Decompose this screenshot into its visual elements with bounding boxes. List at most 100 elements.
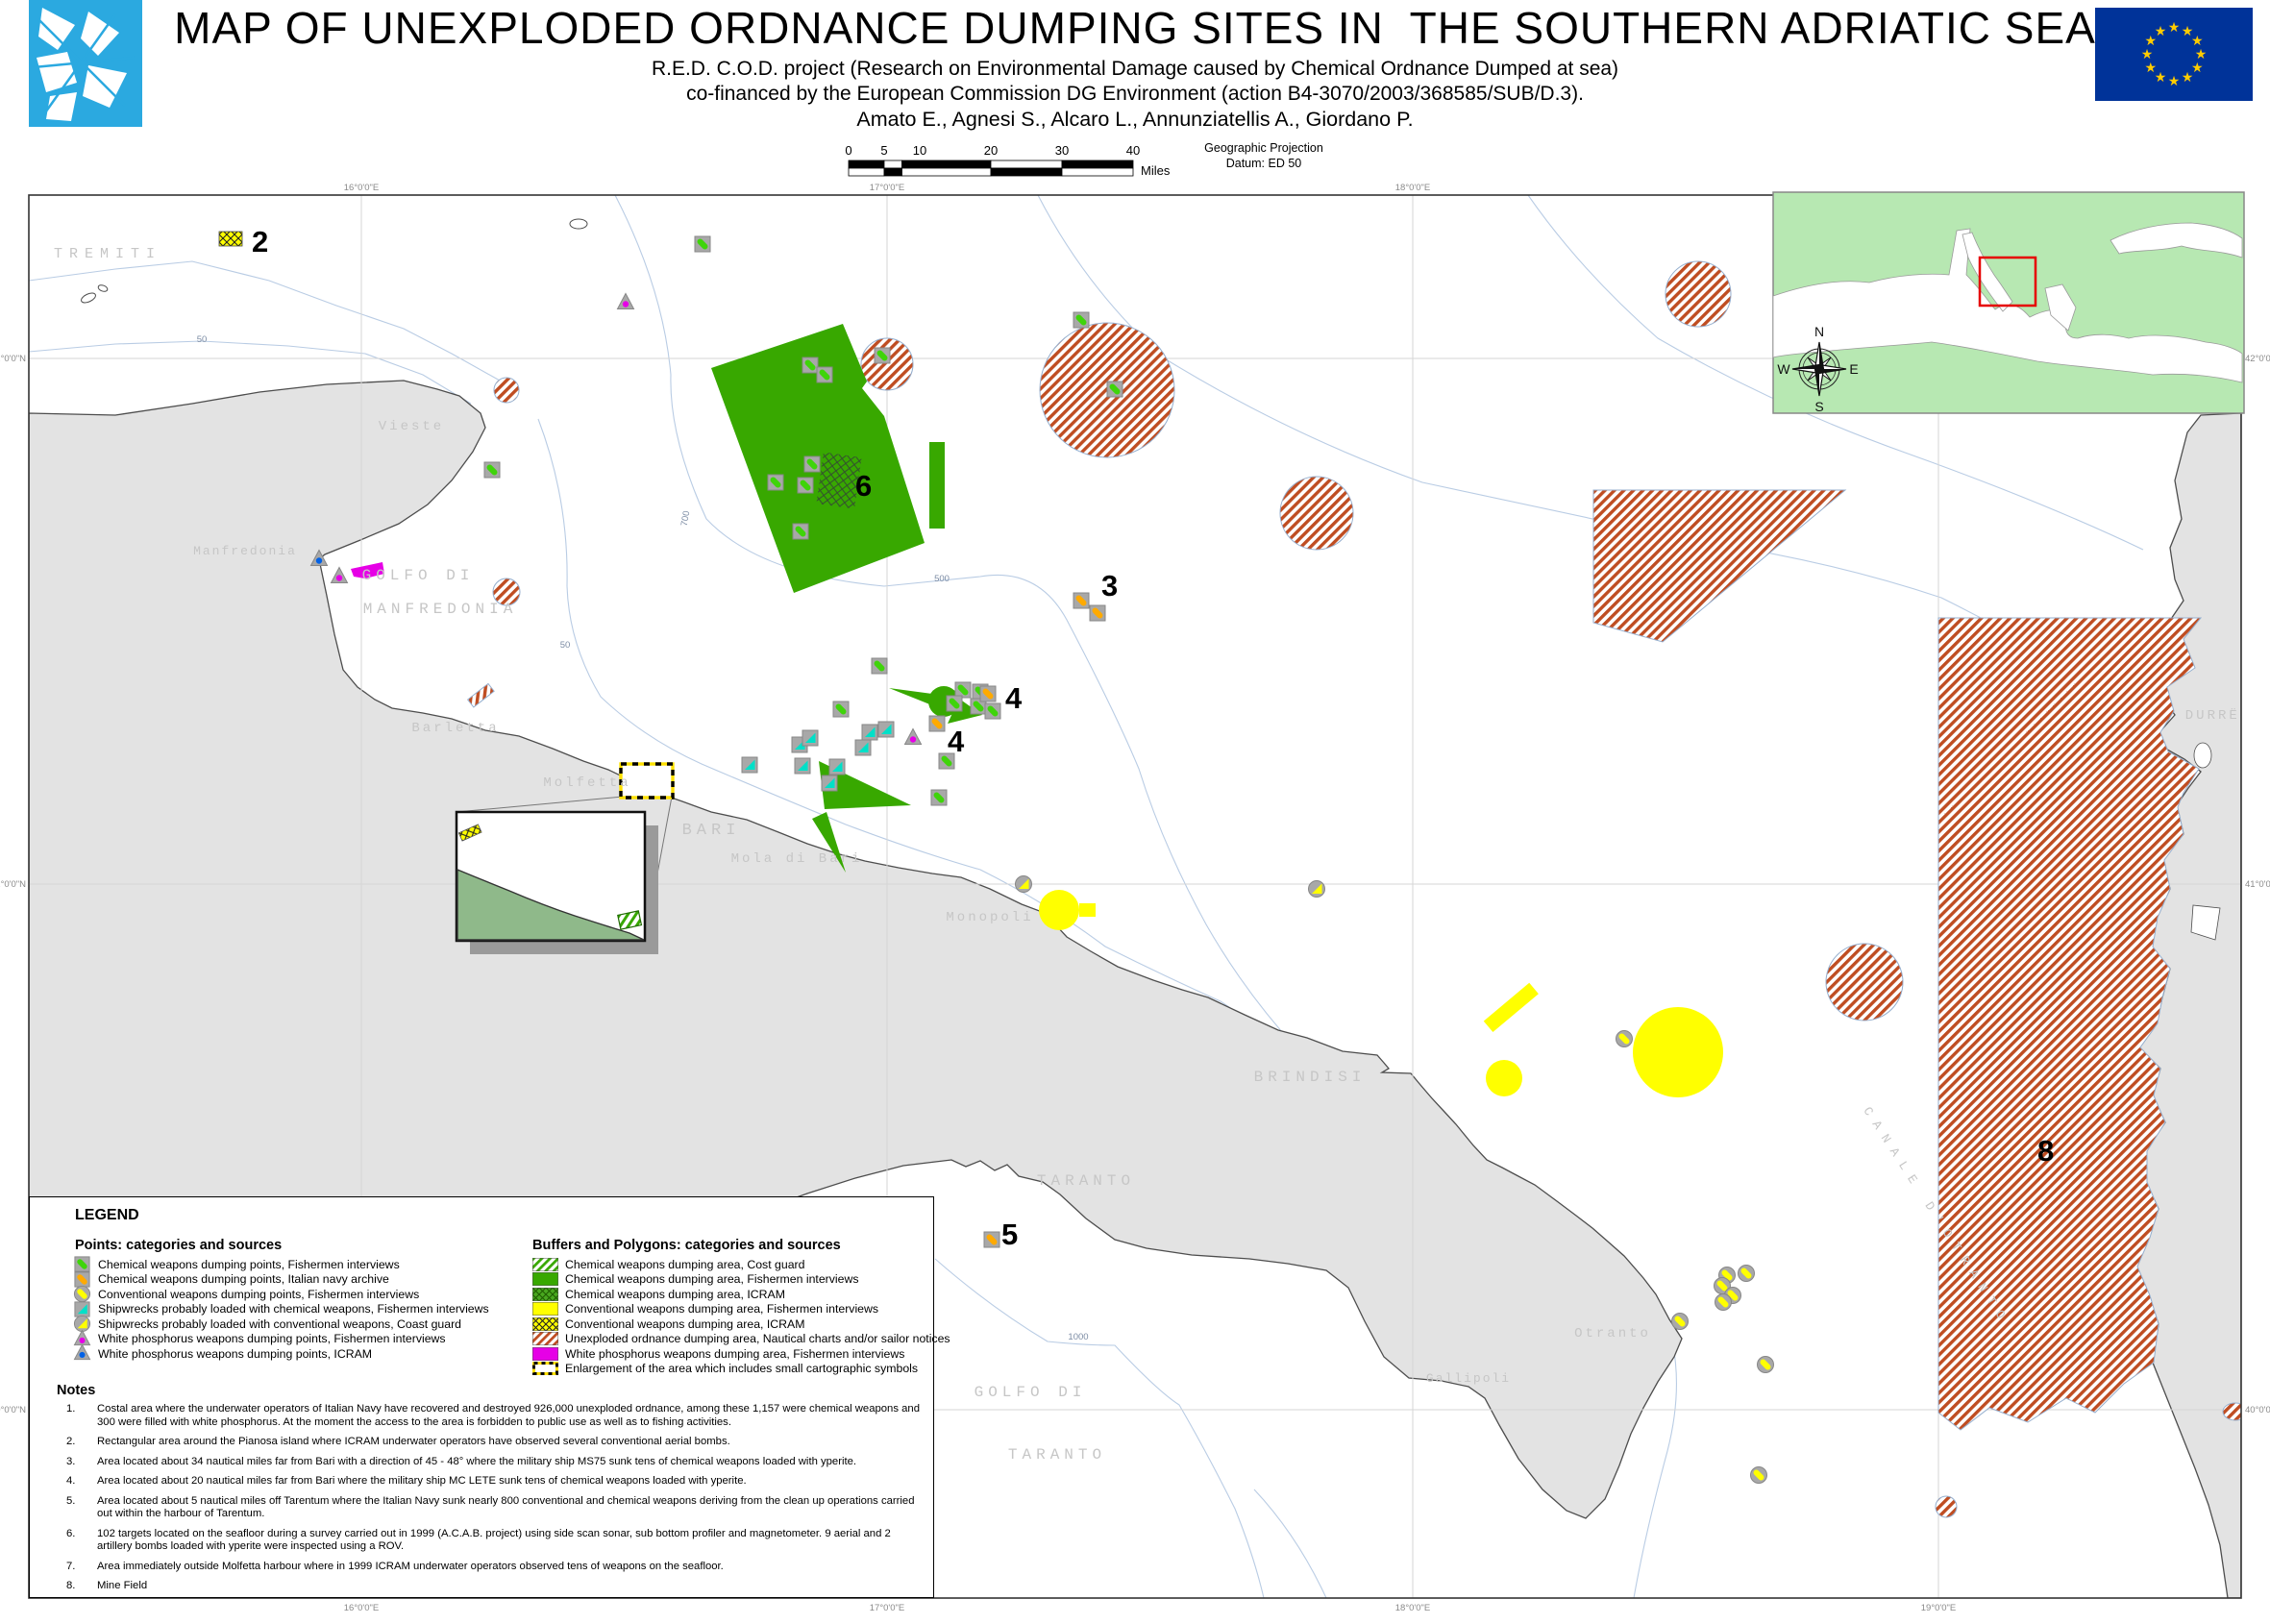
legend-item-label: White phosphorus weapons dumping points,… — [98, 1332, 446, 1346]
place-label: Manfredonia — [193, 544, 297, 558]
uxo-area — [860, 337, 914, 391]
uxo-area — [2222, 1402, 2241, 1421]
map-point-chem — [954, 681, 972, 699]
legend-item-label: White phosphorus weapons dumping points,… — [98, 1346, 373, 1361]
legend-item-label: Enlargement of the area which includes s… — [565, 1362, 919, 1376]
map-point-wp-fisher — [616, 292, 635, 309]
map-point-wp-fisher — [903, 727, 923, 745]
map-point-chem — [832, 701, 850, 718]
eu-star: ★ — [2155, 23, 2167, 38]
depth-label: 700 — [679, 510, 693, 528]
small-island — [569, 218, 588, 230]
place-label: GOLFO DI — [362, 567, 475, 584]
note-item: 2. Rectangular area around the Pianosa is… — [47, 1436, 924, 1449]
scale-unit: Miles — [1141, 163, 1171, 178]
map-point-conv — [1715, 1293, 1732, 1311]
legend-item-wreck-chem: Shipwrecks probably loaded with chemical… — [73, 1301, 489, 1317]
legend-item-chem-cross: Chemical weapons dumping area, ICRAM — [532, 1287, 785, 1302]
place-label: BRINDISI — [1254, 1069, 1367, 1086]
note-number: 6. — [66, 1527, 76, 1539]
legend-item-wp-solid: White phosphorus weapons dumping area, F… — [532, 1346, 904, 1362]
inset-coastline — [456, 868, 645, 941]
map-point-chem — [1106, 381, 1123, 398]
map-point-chem — [1073, 311, 1090, 329]
map-point-chem — [874, 347, 891, 364]
graticule-label: 17°0'0"E — [870, 183, 904, 193]
scale-segment — [901, 167, 992, 177]
map-point-chem — [938, 752, 955, 770]
map-point-chem — [946, 695, 963, 712]
legend-icon-wp-icram — [73, 1344, 91, 1361]
map-point-chem — [871, 657, 888, 675]
scale-tick: 30 — [1055, 143, 1069, 158]
uxo-area — [1825, 943, 1904, 1021]
scale-segment — [990, 160, 1063, 169]
legend-title: LEGEND — [75, 1207, 139, 1223]
island — [2190, 904, 2221, 941]
place-label: Otranto — [1574, 1326, 1651, 1341]
scale-tick: 20 — [984, 143, 998, 158]
inset-marker-7 — [457, 824, 482, 842]
map-point-conv — [1750, 1466, 1767, 1484]
graticule-label: 18°0'0"E — [1395, 1603, 1430, 1613]
graticule-label: 19°0'0"E — [1921, 1603, 1956, 1613]
graticule-label: 42°0'0"N — [0, 354, 26, 364]
uxo-area-8-minefield — [1937, 617, 2203, 1431]
note-item: 3. Area located about 34 nautical miles f… — [47, 1456, 924, 1469]
map-point-conv — [1671, 1313, 1689, 1330]
conventional-areas — [218, 231, 1723, 1097]
compass-e: E — [1849, 361, 1858, 377]
legend-item-chem-solid: Chemical weapons dumping area, Fishermen… — [532, 1272, 859, 1288]
note-text: Area located about 5 nautical miles off … — [97, 1494, 915, 1520]
map-point-wreck-chem — [821, 775, 838, 792]
place-label: TARANTO — [1037, 1172, 1135, 1190]
depth-label: 1000 — [1068, 1332, 1088, 1342]
place-label: Vieste — [379, 419, 444, 434]
projection-datum: Datum: ED 50 — [1225, 157, 1302, 170]
site-number-label: 8 — [2037, 1134, 2054, 1168]
scale-segment — [990, 167, 1063, 177]
legend-points-title: Points: categories and sources — [75, 1238, 283, 1253]
map-point-chem — [483, 461, 501, 479]
map-point-conv — [1616, 1030, 1633, 1047]
tremiti-island — [97, 284, 109, 292]
site-number-label: 5 — [1001, 1218, 1018, 1251]
overview-extent-rect — [1978, 256, 2037, 308]
legend-icon-chem — [74, 1256, 90, 1272]
uxo-area — [1279, 476, 1354, 551]
legend-item-enlargement: Enlargement of the area which includes s… — [532, 1362, 918, 1377]
legend-areas-title: Buffers and Polygons: categories and sou… — [532, 1238, 841, 1253]
note-text: Costal area where the underwater operato… — [97, 1403, 920, 1428]
eu-star: ★ — [2182, 23, 2194, 38]
note-item: 8. Mine Field — [47, 1580, 924, 1593]
scale-tick: 5 — [880, 143, 887, 158]
map-point-conv — [1738, 1265, 1755, 1282]
note-number: 2. — [66, 1436, 76, 1447]
scale-segment — [848, 167, 885, 177]
note-text: Area located about 34 nautical miles far… — [97, 1455, 857, 1467]
legend-icon-wreck-conv — [73, 1316, 91, 1333]
note-number: 5. — [66, 1494, 76, 1507]
place-label: Molfetta — [543, 775, 630, 791]
map-point-wreck-chem — [794, 757, 811, 775]
legend-item-label: Chemical weapons dumping area, ICRAM — [565, 1287, 785, 1301]
graticule-label: 16°0'0"E — [344, 183, 379, 193]
scale-segment — [1061, 167, 1134, 177]
graticule-labels: 16°0'0"E 17°0'0"E 18°0'0"E 16°0'0"E 17°0'0"E… — [0, 183, 2270, 1613]
map-point-chem — [694, 235, 711, 253]
map-point-wreck-conv — [1015, 875, 1032, 893]
note-text: Mine Field — [97, 1580, 148, 1591]
map-frame — [28, 194, 2242, 1599]
chem-area-wedge — [812, 812, 846, 873]
site-number-label: 2 — [252, 225, 268, 258]
legend-panel: LEGEND Points: categories and sources Bu… — [29, 1196, 950, 1598]
note-item: 7. Area immediately outside Molfetta harb… — [47, 1561, 924, 1574]
legend-item-label: Chemical weapons dumping area, Cost guar… — [565, 1257, 805, 1271]
uxo-area — [1592, 489, 1847, 643]
eu-star: ★ — [2155, 69, 2167, 85]
eu-star: ★ — [2191, 60, 2204, 75]
legend-icon-wp-fisher — [73, 1329, 91, 1345]
map-point-chem — [792, 523, 809, 540]
graticule-label: 18°0'0"E — [1395, 183, 1430, 193]
note-number: 3. — [66, 1455, 76, 1467]
